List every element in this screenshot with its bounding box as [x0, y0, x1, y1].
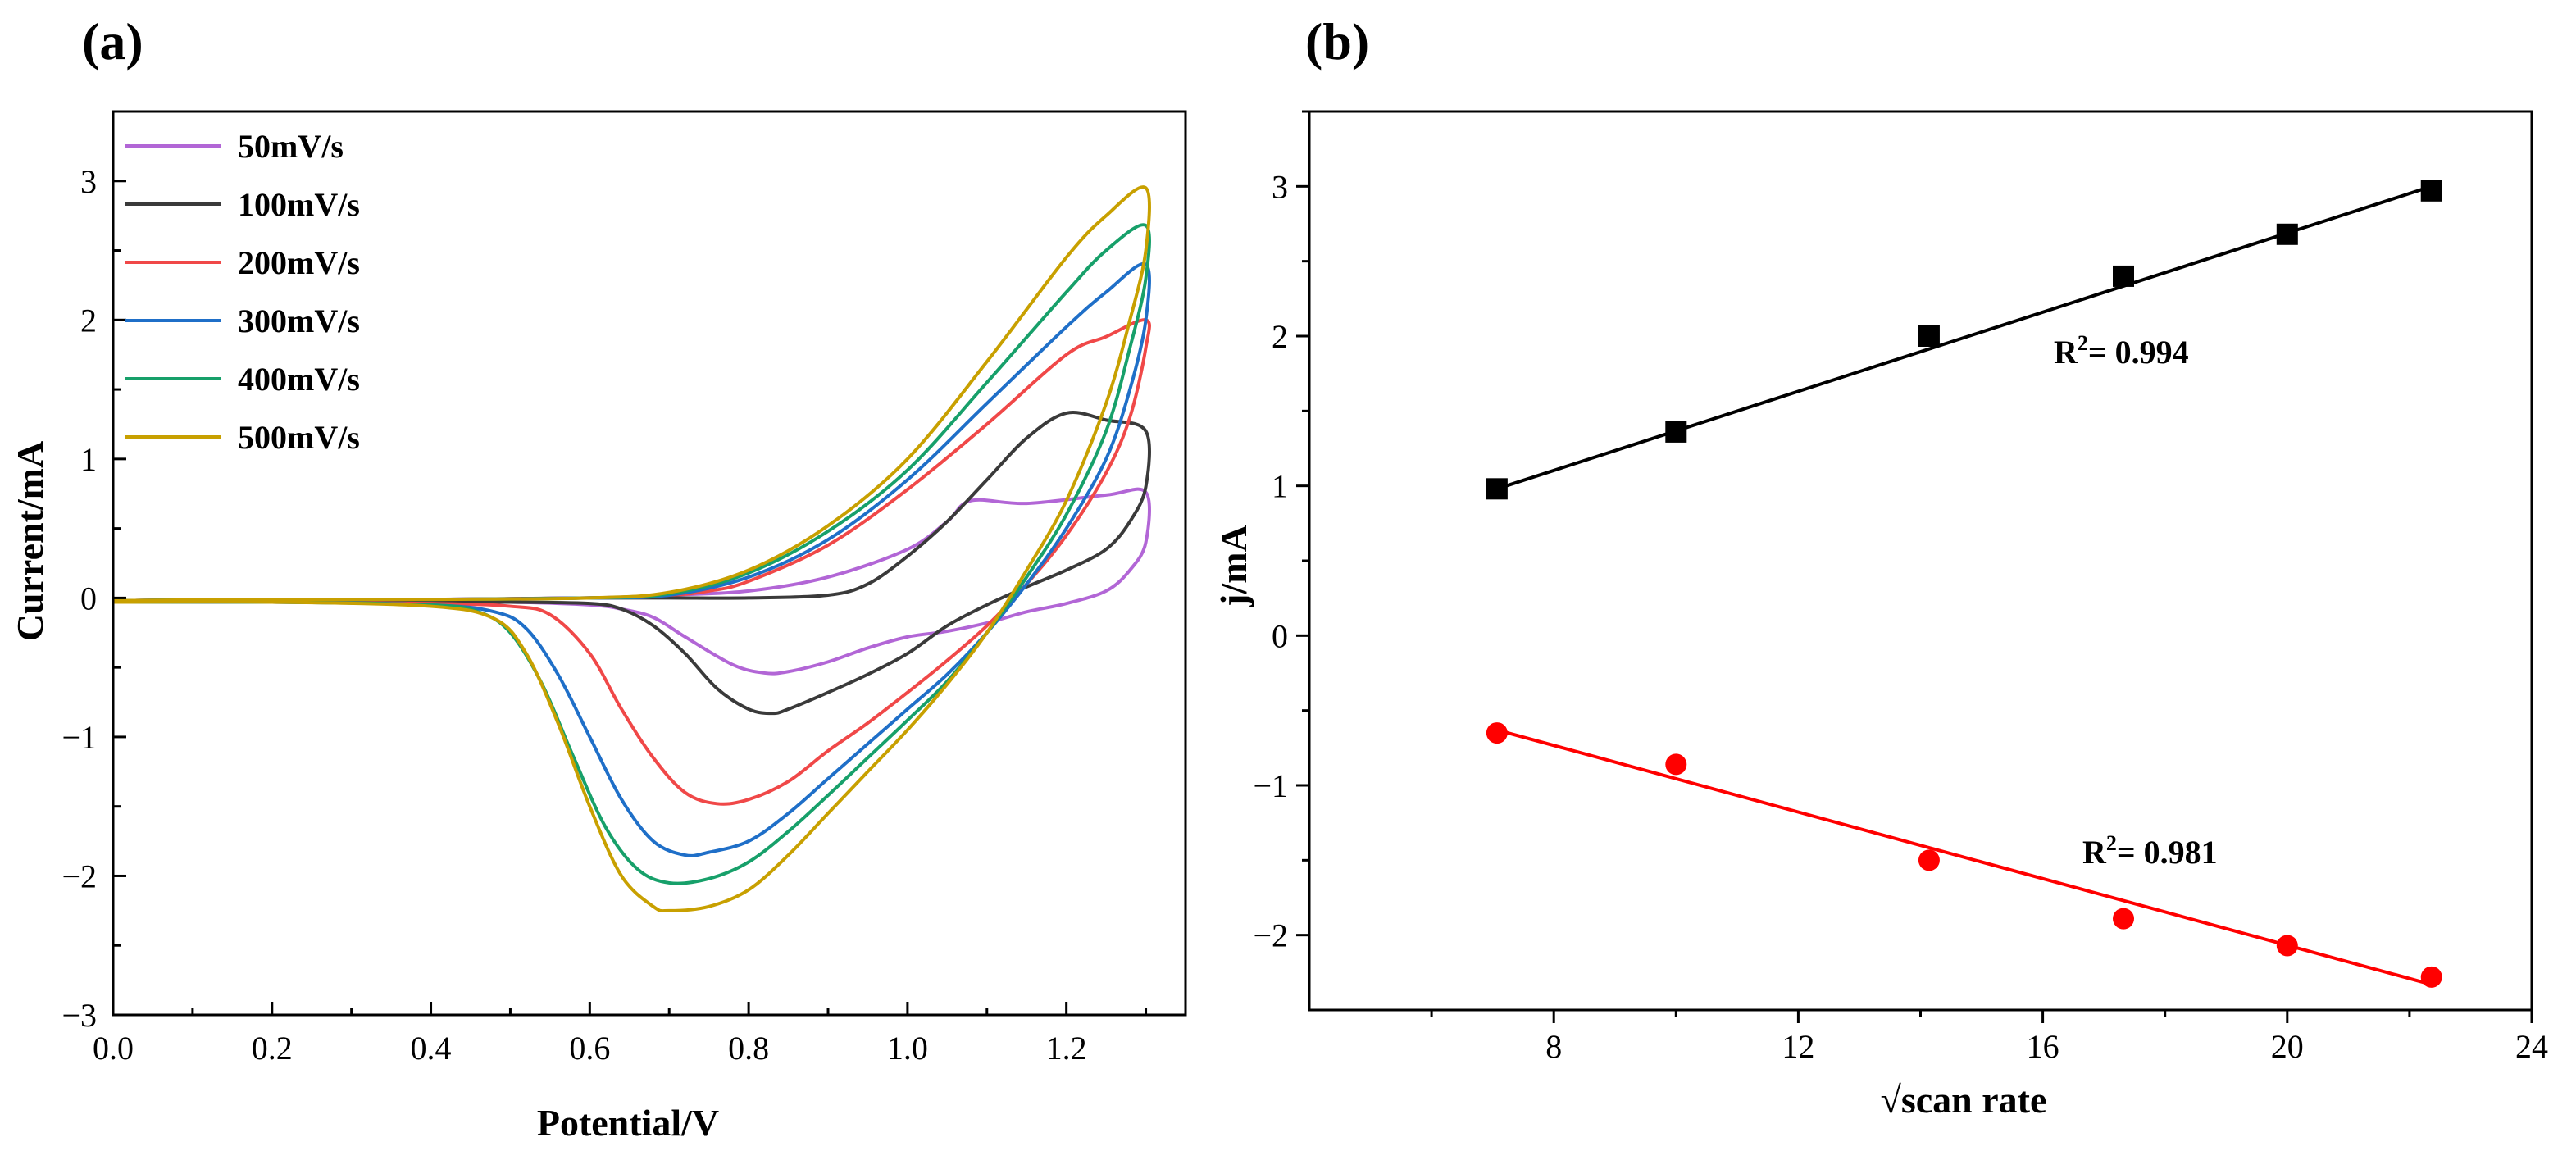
data-point-cathodic [2113, 908, 2135, 930]
r2-base: R [2054, 334, 2078, 371]
data-point-cathodic [2276, 935, 2298, 957]
panel-a-chart: (a) 0.0 0.2 0.4 0.6 0.8 1.0 1.2 −3 −2 −1 0 1 2 3 Pot… [9, 12, 1187, 1144]
panel-a-x-axis-title: Potential/V [537, 1102, 719, 1144]
x-tick-label: 0.4 [411, 1030, 452, 1067]
cv-curve-50mV-s [112, 487, 1151, 676]
panel-a-frame [112, 110, 1187, 1017]
data-point-anodic [2420, 180, 2442, 202]
x-tick-label: 24 [2515, 1028, 2548, 1065]
legend-label: 200mV/s [238, 244, 360, 281]
fit-line-anodic [1496, 184, 2433, 491]
cv-curve-200mV-s [112, 318, 1151, 806]
data-point-anodic [2113, 265, 2135, 287]
cv-curve-100mV-s [112, 411, 1151, 716]
y-tick-label: 0 [80, 580, 97, 616]
data-point-anodic [1918, 325, 1940, 347]
legend-label: 400mV/s [238, 361, 360, 398]
x-tick-label: 0.2 [252, 1030, 293, 1067]
y-tick-label: 2 [1272, 318, 1288, 355]
x-tick-label: 16 [2027, 1028, 2059, 1065]
panel-b-y-ticks: −2 −1 0 1 2 3 [1253, 110, 1309, 954]
legend-label: 500mV/s [238, 419, 360, 456]
x-tick-label: 8 [1545, 1028, 1562, 1065]
y-tick-label: −1 [1253, 767, 1288, 804]
r2-value: = 0.981 [2117, 834, 2218, 871]
y-tick-label: 0 [1272, 617, 1288, 654]
legend-label: 50mV/s [238, 128, 344, 165]
y-tick-label: 3 [80, 163, 97, 200]
data-point-cathodic [1486, 722, 1508, 744]
r2-annotation-cathodic: R2= 0.981 [2082, 831, 2218, 871]
r2-value: = 0.994 [2088, 334, 2189, 371]
r2-sup: 2 [2106, 831, 2117, 855]
cv-curve-300mV-s [112, 262, 1151, 857]
panel-a-label: (a) [82, 12, 143, 71]
legend-label: 300mV/s [238, 303, 360, 339]
y-tick-label: 2 [80, 302, 97, 339]
y-tick-label: −3 [61, 997, 97, 1034]
y-tick-label: 1 [1272, 468, 1288, 505]
fit-line-cathodic [1496, 728, 2433, 986]
panel-b-fit-lines [1496, 184, 2433, 986]
panel-b-x-ticks: 8 12 16 20 24 [1430, 1010, 2548, 1065]
data-point-cathodic [2420, 966, 2442, 988]
panel-a-y-ticks: −3 −2 −1 0 1 2 3 [61, 110, 126, 1034]
x-tick-label: 1.0 [887, 1030, 928, 1067]
panel-b-y-axis-title: j/mA [1213, 525, 1254, 607]
x-tick-label: 20 [2271, 1028, 2304, 1065]
cv-curve-500mV-s [112, 185, 1151, 913]
y-tick-label: 1 [80, 441, 97, 478]
data-point-cathodic [1918, 849, 1940, 871]
panel-b-frame [1308, 110, 2533, 1012]
x-tick-label: 1.2 [1046, 1030, 1087, 1067]
panel-b-x-axis-title: √scan rate [1881, 1079, 2047, 1121]
y-tick-label: −1 [61, 719, 97, 756]
panel-a-curves [112, 185, 1151, 913]
x-tick-label: 0.6 [569, 1030, 610, 1067]
panel-b-label: (b) [1305, 12, 1369, 71]
panel-b-points [1486, 180, 2442, 988]
y-tick-label: −2 [1253, 917, 1288, 954]
r2-sup: 2 [2078, 331, 2088, 355]
r2-base: R [2082, 834, 2107, 871]
legend-label: 100mV/s [238, 186, 360, 223]
x-tick-label: 0.0 [93, 1030, 134, 1067]
data-point-anodic [1486, 478, 1508, 500]
panel-a-y-axis-title: Current/mA [9, 441, 51, 641]
panel-a-x-ticks: 0.0 0.2 0.4 0.6 0.8 1.0 1.2 [93, 1002, 1148, 1067]
y-tick-label: 3 [1272, 168, 1288, 205]
data-point-anodic [1665, 421, 1687, 443]
panel-a-legend: 50mV/s 100mV/s 200mV/s 300mV/s 400mV/s 500mV/… [125, 128, 360, 456]
x-tick-label: 0.8 [728, 1030, 769, 1067]
x-tick-label: 12 [1782, 1028, 1814, 1065]
data-point-anodic [2276, 223, 2298, 245]
data-point-cathodic [1665, 753, 1687, 776]
y-tick-label: −2 [61, 857, 97, 894]
r2-annotation-anodic: R2= 0.994 [2054, 331, 2189, 371]
